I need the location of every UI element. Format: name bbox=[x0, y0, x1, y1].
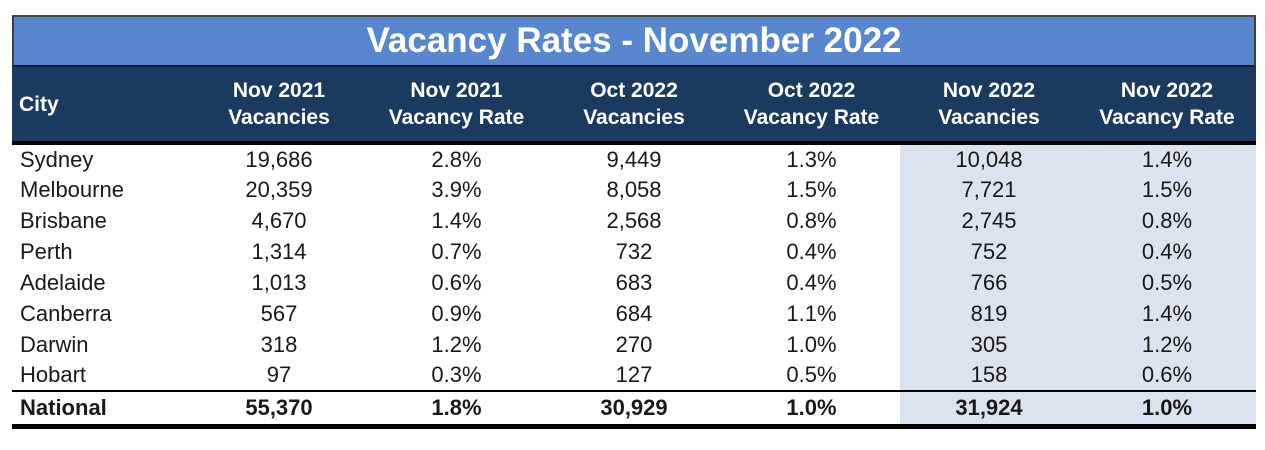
value-cell: 0.4% bbox=[786, 269, 837, 295]
city-cell: Sydney bbox=[20, 146, 94, 172]
table-body: Sydney 19,686 2.8% 9,449 1.3% 10,048 1.4… bbox=[12, 143, 1256, 429]
value-cell: 1.3% bbox=[786, 146, 837, 172]
value-cell: 0.5% bbox=[786, 362, 837, 387]
table-row-darwin: Darwin 318 1.2% 270 1.0% 305 1.2% bbox=[12, 329, 1256, 360]
value-cell-highlighted: 1.2% bbox=[1078, 329, 1256, 360]
table-row-adelaide: Adelaide 1,013 0.6% 683 0.4% 766 0.5% bbox=[12, 267, 1256, 298]
value-cell-highlighted: 7,721 bbox=[900, 174, 1078, 205]
value-cell-highlighted: 305 bbox=[900, 329, 1078, 360]
value-cell-highlighted: 766 bbox=[900, 267, 1078, 298]
value-cell: 1.2% bbox=[431, 331, 482, 357]
table-header: City Nov 2021 Vacancies Nov 2021 Vacancy… bbox=[12, 67, 1256, 145]
value-cell: 567 bbox=[260, 300, 298, 326]
value-cell: 0.7% bbox=[431, 238, 482, 264]
col-header-line: Vacancies bbox=[583, 106, 685, 129]
table-row-melbourne: Melbourne 20,359 3.9% 8,058 1.5% 7,721 1… bbox=[12, 174, 1256, 205]
value-cell: 1.0% bbox=[786, 331, 837, 357]
table-row-sydney: Sydney 19,686 2.8% 9,449 1.3% 10,048 1.4… bbox=[12, 143, 1256, 174]
value-cell: 4,670 bbox=[251, 207, 307, 233]
col-header-line: Nov 2022 bbox=[942, 79, 1036, 102]
table-row-national: National 55,370 1.8% 30,929 1.0% 31,924 … bbox=[12, 390, 1256, 429]
value-cell-highlighted: 819 bbox=[900, 298, 1078, 329]
value-cell-highlighted: 1.0% bbox=[1078, 390, 1256, 429]
value-cell: 2.8% bbox=[431, 146, 482, 172]
header-row: City Nov 2021 Vacancies Nov 2021 Vacancy… bbox=[12, 67, 1256, 145]
value-cell: 1,314 bbox=[251, 238, 307, 264]
col-header-line: Vacancy Rate bbox=[743, 106, 880, 129]
col-header-line: Nov 2022 bbox=[1120, 79, 1214, 102]
value-cell-highlighted: 1.4% bbox=[1078, 143, 1256, 174]
col-header-line: City bbox=[19, 92, 59, 116]
value-cell: 1.1% bbox=[786, 300, 837, 326]
city-cell: Adelaide bbox=[20, 269, 106, 295]
value-cell: 1.4% bbox=[431, 207, 482, 233]
value-cell: 318 bbox=[260, 331, 298, 357]
value-cell: 1.5% bbox=[786, 176, 837, 202]
value-cell: 0.3% bbox=[431, 362, 482, 387]
city-cell: Canberra bbox=[20, 300, 112, 326]
table-row-perth: Perth 1,314 0.7% 732 0.4% 752 0.4% bbox=[12, 236, 1256, 267]
table-title: Vacancy Rates - November 2022 bbox=[366, 21, 902, 60]
value-cell: 0.6% bbox=[431, 269, 482, 295]
col-header-line: Vacancy Rate bbox=[1099, 106, 1235, 129]
col-header-nov-2021-vacancies: Nov 2021 Vacancies bbox=[190, 67, 368, 145]
col-header-nov-2021-vacancy-rate: Nov 2021 Vacancy Rate bbox=[368, 67, 545, 145]
value-cell-highlighted: 2,745 bbox=[900, 205, 1078, 236]
value-cell-highlighted: 0.8% bbox=[1078, 205, 1256, 236]
value-cell: 1,013 bbox=[251, 269, 307, 295]
value-cell-highlighted: 158 bbox=[900, 360, 1078, 391]
value-cell: 0.8% bbox=[786, 207, 837, 233]
value-cell: 97 bbox=[266, 362, 292, 387]
col-header-line: Vacancies bbox=[938, 106, 1040, 129]
value-cell: 684 bbox=[615, 300, 653, 326]
value-cell: 3.9% bbox=[431, 176, 482, 202]
col-header-line: Vacancy Rate bbox=[388, 106, 525, 129]
city-cell: Perth bbox=[20, 238, 73, 264]
table-row-hobart: Hobart 97 0.3% 127 0.5% 158 0.6% bbox=[12, 360, 1256, 391]
city-cell: National bbox=[12, 390, 190, 429]
vacancy-rates-table: Vacancy Rates - November 2022 City Nov 2… bbox=[12, 15, 1256, 429]
value-cell: 9,449 bbox=[606, 146, 662, 172]
value-cell-highlighted: 752 bbox=[900, 236, 1078, 267]
col-header-line: Oct 2022 bbox=[767, 79, 856, 102]
value-cell: 1.8% bbox=[368, 390, 545, 429]
col-header-line: Nov 2021 bbox=[232, 79, 326, 102]
table-row-canberra: Canberra 567 0.9% 684 1.1% 819 1.4% bbox=[12, 298, 1256, 329]
value-cell: 2,568 bbox=[606, 207, 662, 233]
value-cell-highlighted: 0.4% bbox=[1078, 236, 1256, 267]
value-cell: 683 bbox=[615, 269, 653, 295]
col-header-nov-2022-vacancies: Nov 2022 Vacancies bbox=[900, 67, 1078, 145]
city-cell: Darwin bbox=[20, 331, 89, 357]
value-cell: 270 bbox=[615, 331, 653, 357]
city-cell: Brisbane bbox=[20, 207, 107, 233]
col-header-city: City bbox=[12, 67, 190, 145]
value-cell: 30,929 bbox=[545, 390, 723, 429]
table-title-bar: Vacancy Rates - November 2022 bbox=[12, 15, 1256, 67]
value-cell-highlighted: 31,924 bbox=[900, 390, 1078, 429]
value-cell: 732 bbox=[615, 238, 653, 264]
value-cell-highlighted: 1.4% bbox=[1078, 298, 1256, 329]
value-cell: 20,359 bbox=[245, 176, 313, 202]
col-header-line: Nov 2021 bbox=[410, 79, 503, 102]
value-cell-highlighted: 0.6% bbox=[1078, 360, 1256, 391]
value-cell: 0.9% bbox=[431, 300, 482, 326]
col-header-line: Vacancies bbox=[228, 106, 330, 129]
value-cell-highlighted: 0.5% bbox=[1078, 267, 1256, 298]
value-cell-highlighted: 10,048 bbox=[900, 143, 1078, 174]
col-header-oct-2022-vacancy-rate: Oct 2022 Vacancy Rate bbox=[723, 67, 900, 145]
city-cell: Hobart bbox=[20, 362, 87, 387]
value-cell: 0.4% bbox=[786, 238, 837, 264]
table-row-brisbane: Brisbane 4,670 1.4% 2,568 0.8% 2,745 0.8… bbox=[12, 205, 1256, 236]
value-cell: 8,058 bbox=[606, 176, 662, 202]
col-header-nov-2022-vacancy-rate: Nov 2022 Vacancy Rate bbox=[1078, 67, 1256, 145]
value-cell: 127 bbox=[615, 362, 653, 387]
value-cell: 19,686 bbox=[245, 146, 313, 172]
col-header-line: Oct 2022 bbox=[590, 79, 678, 102]
value-cell: 1.0% bbox=[723, 390, 900, 429]
vacancy-data-grid: City Nov 2021 Vacancies Nov 2021 Vacancy… bbox=[12, 67, 1256, 429]
value-cell: 55,370 bbox=[190, 390, 368, 429]
city-cell: Melbourne bbox=[20, 176, 124, 202]
col-header-oct-2022-vacancies: Oct 2022 Vacancies bbox=[545, 67, 723, 145]
value-cell-highlighted: 1.5% bbox=[1078, 174, 1256, 205]
